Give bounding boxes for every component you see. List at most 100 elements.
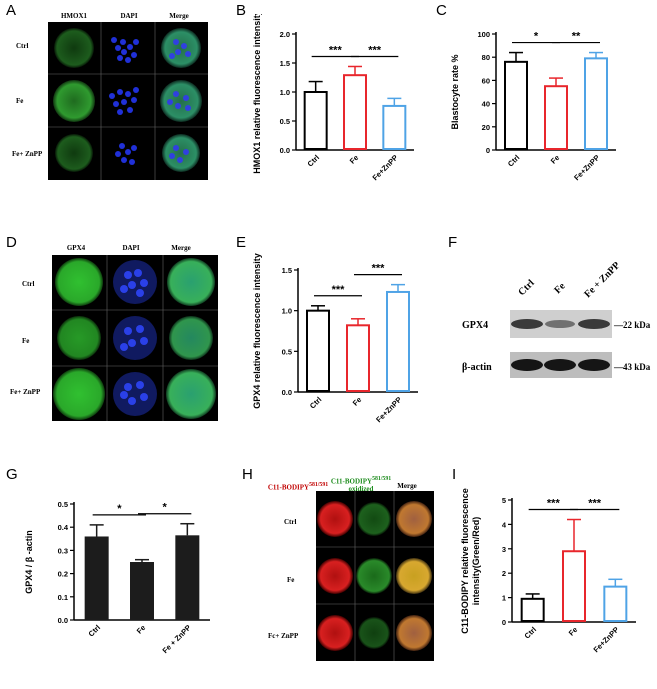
bar [175,535,200,620]
chart-e: 0.0 0.5 1.0 1.5 GPX4 relative fluorescence i… [252,253,418,424]
significance-label: *** [332,284,346,296]
row-label-fe-znpp: Fe+ ZnPP [12,150,43,158]
bar [130,562,154,620]
y-axis-label-line2: intensity(Green/Red) [471,517,481,606]
row-label-fe-d: Fe [22,337,30,345]
row-label-ctrl: Ctrl [16,42,29,50]
y-tick-label: 5 [502,496,506,505]
category-label: Fe [549,153,562,166]
y-axis-label: Blastocyte rate % [450,54,460,129]
significance-label: ** [572,31,581,43]
category-label: Fe [567,625,580,638]
western-blot-graphic: Ctrl Fe Fe + ZnPP GPX4 β-actin —22 kDa —… [462,260,651,378]
category-label: Fe [351,395,364,408]
y-tick-label: 0 [486,146,490,155]
category-label: Fe+ZnPP [592,625,621,654]
panel-letter-e: E [236,234,247,251]
bar [84,536,109,620]
y-tick-label: 60 [482,76,490,85]
blot-row-label-gpx4: GPX4 [462,320,488,331]
kda-label-22: —22 kDa [613,320,651,330]
y-tick-label: 100 [477,30,490,39]
blot-row-label-actin: β-actin [462,362,492,373]
y-tick-label: 0.5 [58,500,68,509]
category-label: Ctrl [506,153,522,169]
bar [544,85,568,150]
col-header-merge: Merge [169,12,189,20]
chart-g: 0.0 0.1 0.2 0.3 0.4 0.5 GPX4 / β -actin Ctrl Fe F… [24,500,210,655]
y-tick-label: 80 [482,53,490,62]
y-tick-label: 0.2 [58,570,68,579]
bar [382,104,407,150]
y-axis-label: GPX4 relative fluorescence intensity [252,253,262,409]
lane-label-fe: Fe [552,280,568,296]
y-tick-label: 0.0 [282,388,292,397]
y-tick-label: 1 [502,594,506,603]
y-tick-label: 0.5 [280,117,290,126]
panel-letter-i: I [452,466,457,483]
y-tick-label: 0.0 [58,616,68,625]
y-tick-label: 0.1 [58,593,68,602]
row-label-fc-znpp-h: Fc+ ZnPP [268,632,299,640]
col-header-gpx4: GPX4 [66,244,86,252]
panel-letter-g: G [6,466,18,483]
y-axis-label: GPX4 / β -actin [24,530,34,594]
category-label: Ctrl [87,623,103,639]
row-label-ctrl-h: Ctrl [284,518,297,526]
y-axis-label: C11-BODIPY relative fluorescence [460,488,470,633]
bar [306,309,330,392]
chart-c: 0 20 40 60 80 100 Blastocyte rate % Ctrl Fe Fe+Zn… [450,30,616,182]
y-tick-label: 0.0 [280,146,290,155]
col-header-c11-oxidized: C11-BODIPY581/591 oxidized [330,476,392,494]
significance-label: *** [329,44,343,56]
significance-label: *** [588,498,602,510]
significance-label: *** [368,44,382,56]
chart-i: 0 1 2 3 4 5 C11-BODIPY relative fluorescence in… [460,488,636,654]
significance-label: * [163,502,168,514]
y-tick-label: 1.5 [280,59,290,68]
col-header-dapi-d: DAPI [122,244,140,252]
row-label-fe-h: Fe [287,576,295,584]
y-tick-label: 20 [482,123,490,132]
bar [603,585,628,623]
y-axis-label: HMOX1 relative fluorescence intensity [252,14,262,174]
row-label-fe-znpp-d: Fe+ ZnPP [10,388,41,396]
col-header-dapi: DAPI [120,12,138,20]
category-label: Fe+ZnPP [374,395,403,424]
panel-letter-a: A [6,2,17,19]
bar [520,597,545,622]
lane-label-fe-znpp: Fe + ZnPP [582,260,622,300]
significance-label: * [534,31,539,43]
significance-label: * [117,503,122,515]
chart-b: 0.0 0.5 1.0 1.5 2.0 HMOX1 relative fluorescen… [252,14,414,182]
micrograph-d-images [52,255,218,421]
kda-label-43: —43 kDa [613,362,651,372]
bar [386,290,410,392]
y-tick-label: 40 [482,100,490,109]
lane-label-ctrl: Ctrl [516,278,536,298]
significance-label: *** [372,263,386,275]
significance-label: *** [547,498,561,510]
category-label: Ctrl [306,153,322,169]
bar [303,91,328,150]
category-label: Fe+ZnPP [371,153,400,182]
panel-letter-c: C [436,2,447,19]
bar [584,57,608,150]
y-tick-label: 0.4 [58,523,69,532]
row-label-ctrl-d: Ctrl [22,280,35,288]
micrograph-h-images [316,491,434,661]
col-header-hmox1: HMOX1 [60,12,88,20]
col-header-merge-d: Merge [171,244,191,252]
y-tick-label: 0 [502,618,506,627]
y-tick-label: 4 [502,520,507,529]
y-tick-label: 1.0 [282,307,292,316]
y-tick-label: 2.0 [280,30,290,39]
bar [346,324,370,392]
row-label-fe: Fe [16,97,24,105]
col-header-merge-h: Merge [397,482,417,490]
panel-letter-h: H [242,466,253,483]
bar [562,550,586,622]
y-tick-label: 0.3 [58,546,68,555]
panel-letter-b: B [236,2,247,19]
category-label: Fe + ZnPP [161,623,193,655]
